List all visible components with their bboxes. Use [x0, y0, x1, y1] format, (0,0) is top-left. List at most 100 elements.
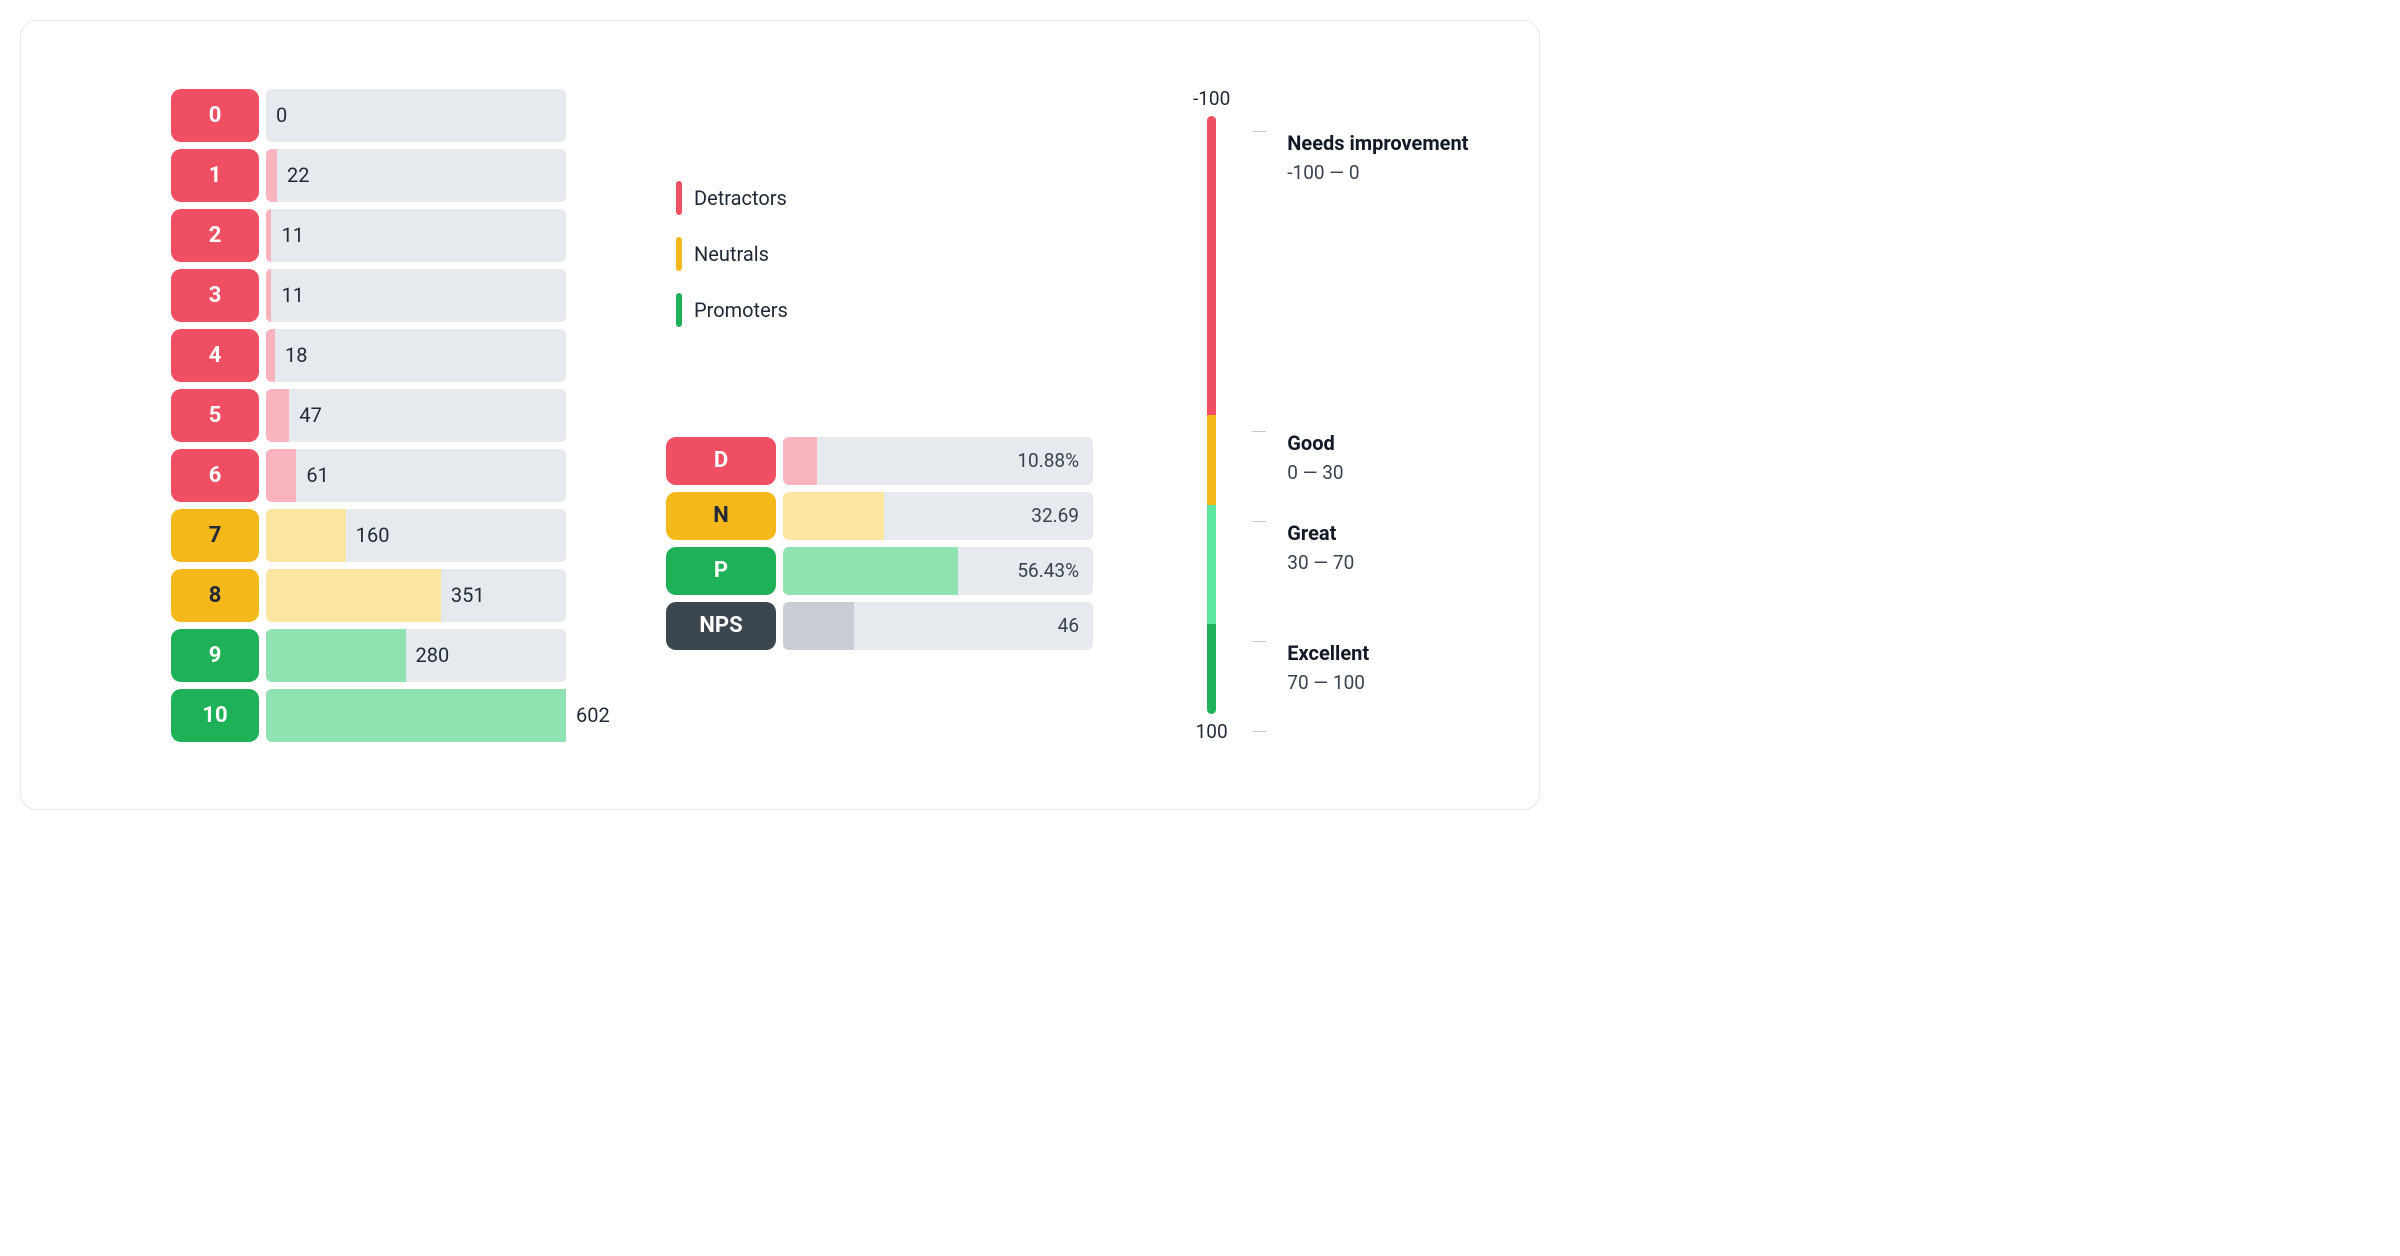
nps-scale: -100 100 Needs improvement-100 — 0Good 0 …: [1193, 81, 1468, 749]
scale-title: Excellent: [1287, 641, 1468, 665]
summary-row: NPS 46: [666, 602, 1093, 650]
score-badge: 0: [171, 89, 259, 142]
summary-fill: [783, 602, 854, 650]
dist-bar-fill: [266, 269, 271, 322]
dist-bar-fill: [266, 329, 275, 382]
summary-key: N: [713, 503, 729, 528]
score-badge: 2: [171, 209, 259, 262]
summary-row: D 10.88%: [666, 437, 1093, 485]
summary-badge: NPS: [666, 602, 776, 650]
dist-row: 9280: [171, 629, 566, 682]
dist-bar-fill: [266, 689, 566, 742]
legend-label: Promoters: [694, 298, 788, 322]
score-label: 1: [209, 163, 222, 188]
scale-range: 0 — 30: [1287, 461, 1468, 484]
dist-row: 4 18: [171, 329, 566, 382]
dist-value: 351: [451, 583, 485, 607]
score-distribution-chart: 0012221131141854766171608351928010602: [171, 89, 566, 742]
dist-bar-track: 160: [266, 509, 566, 562]
scale-title: Good: [1287, 431, 1468, 455]
score-badge: 7: [171, 509, 259, 562]
dist-bar-track: 47: [266, 389, 566, 442]
scale-segment: [1207, 415, 1216, 505]
summary-track: 46: [783, 602, 1093, 650]
score-label: 2: [209, 223, 222, 248]
score-badge: 3: [171, 269, 259, 322]
score-badge: 10: [171, 689, 259, 742]
scale-title: Needs improvement: [1287, 131, 1468, 155]
scale-label-group: Needs improvement-100 — 0: [1287, 131, 1468, 431]
dist-value: 160: [356, 523, 390, 547]
legend-swatch: [676, 237, 682, 271]
summary-key: P: [714, 558, 728, 583]
legend-item: Detractors: [676, 181, 1093, 215]
score-label: 9: [209, 643, 222, 668]
scale-segment: [1207, 505, 1216, 625]
dist-value: 61: [306, 463, 328, 487]
dist-row: 311: [171, 269, 566, 322]
scale-label-group: Excellent 70 — 100: [1287, 641, 1468, 731]
scale-tick: [1252, 431, 1266, 432]
dist-value: 47: [299, 403, 321, 427]
score-label: 6: [209, 463, 222, 488]
summary-value: 46: [1058, 614, 1079, 637]
summary-key: D: [714, 448, 728, 473]
dist-bar-fill: [266, 149, 277, 202]
middle-column: Detractors Neutrals Promoters D 10.88% N 32.6…: [666, 181, 1093, 650]
dist-bar-track: 11: [266, 209, 566, 262]
score-label: 5: [209, 403, 222, 428]
dist-bar-fill: [266, 569, 441, 622]
summary-track: 32.69: [783, 492, 1093, 540]
score-badge: 5: [171, 389, 259, 442]
dist-row: 5 47: [171, 389, 566, 442]
score-badge: 1: [171, 149, 259, 202]
scale-range: 70 — 100: [1287, 671, 1468, 694]
dist-bar-track: 0: [266, 89, 566, 142]
scale-bar-wrap: -100 100: [1193, 81, 1230, 749]
score-badge: 9: [171, 629, 259, 682]
category-legend: Detractors Neutrals Promoters: [676, 181, 1093, 327]
score-badge: 8: [171, 569, 259, 622]
summary-track: 10.88%: [783, 437, 1093, 485]
dist-row: 122: [171, 149, 566, 202]
scale-bar: [1207, 116, 1216, 714]
dist-value: 602: [576, 703, 610, 727]
scale-labels: Needs improvement-100 — 0Good 0 — 30 Great…: [1287, 131, 1468, 731]
dist-bar-track: 351: [266, 569, 566, 622]
score-label: 4: [209, 343, 222, 368]
dist-bar-track: 18: [266, 329, 566, 382]
dist-row: 10602: [171, 689, 566, 742]
scale-segment: [1207, 624, 1216, 714]
scale-tick: [1252, 731, 1266, 732]
score-label: 8: [209, 583, 222, 608]
dist-bar-fill: [266, 509, 346, 562]
nps-dashboard-card: 0012221131141854766171608351928010602 De…: [20, 20, 1540, 810]
dist-row: 8 351: [171, 569, 566, 622]
dist-bar-track: 602: [266, 689, 566, 742]
scale-tick: [1252, 131, 1266, 132]
summary-badge: D: [666, 437, 776, 485]
summary-badge: N: [666, 492, 776, 540]
dist-row: 00: [171, 89, 566, 142]
summary-fill: [783, 547, 958, 595]
dist-row: 6 61: [171, 449, 566, 502]
score-badge: 6: [171, 449, 259, 502]
score-label: 7: [209, 523, 222, 548]
dist-row: 2 11: [171, 209, 566, 262]
summary-track: 56.43%: [783, 547, 1093, 595]
summary-value: 10.88%: [1017, 449, 1079, 472]
scale-label-group: Great30 — 70: [1287, 521, 1468, 641]
dist-bar-fill: [266, 389, 289, 442]
summary-chart: D 10.88% N 32.69 P 56.43% NPS 46: [666, 437, 1093, 650]
scale-bottom-label: 100: [1196, 714, 1228, 749]
legend-swatch: [676, 181, 682, 215]
legend-label: Neutrals: [694, 242, 769, 266]
scale-tick: [1252, 521, 1266, 522]
summary-badge: P: [666, 547, 776, 595]
legend-item: Neutrals: [676, 237, 1093, 271]
summary-key: NPS: [699, 613, 742, 638]
score-badge: 4: [171, 329, 259, 382]
summary-value: 56.43%: [1017, 559, 1079, 582]
dist-value: 0: [276, 103, 287, 127]
summary-row: P 56.43%: [666, 547, 1093, 595]
